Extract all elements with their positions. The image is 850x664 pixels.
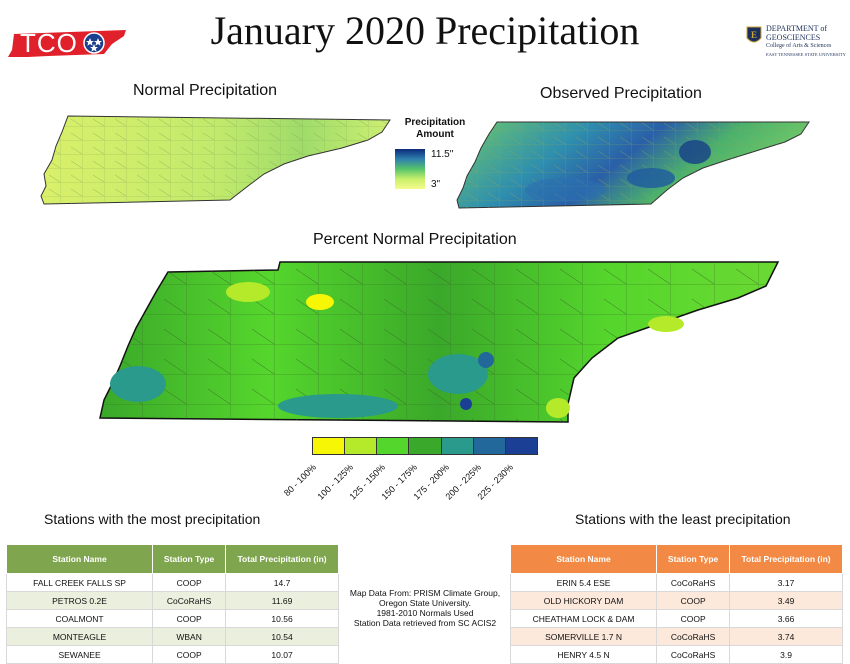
observed-map-title: Observed Precipitation <box>540 85 702 102</box>
source-line: 1981-2010 Normals Used <box>376 608 474 618</box>
logo-dept-line: DEPARTMENT of <box>766 24 828 33</box>
most-precip-heading: Stations with the most precipitation <box>44 511 261 527</box>
percent-legend <box>312 437 538 455</box>
tco-logo-text: TCO <box>20 28 78 58</box>
percent-class-3-swatch <box>377 438 410 454</box>
station-type-cell: CoCoRaHS <box>656 627 731 646</box>
total-precip-cell: 10.54 <box>225 627 339 646</box>
least-precip-heading: Stations with the least precipitation <box>575 511 791 527</box>
amount-legend: Precipitation Amount 11.5" 3" <box>395 117 475 197</box>
table-row: CHEATHAM LOCK & DAM COOP 3.66 <box>509 609 843 628</box>
table-header-row: Station Name Station Type Total Precipit… <box>5 544 339 574</box>
percent-class-1-swatch <box>313 438 346 454</box>
table-row: MONTEAGLE WBAN 10.54 <box>5 627 339 646</box>
col-station-name: Station Name <box>509 544 658 574</box>
station-name-cell: HENRY 4.5 N <box>509 645 658 664</box>
most-precip-table: Station Name Station Type Total Precipit… <box>5 544 339 664</box>
station-type-cell: WBAN <box>152 627 227 646</box>
normal-map-title: Normal Precipitation <box>133 82 278 99</box>
etsu-geosciences-logo: E DEPARTMENT of GEOSCIENCES College of A… <box>746 24 846 62</box>
percent-normal-map <box>99 261 780 423</box>
col-station-type: Station Type <box>152 544 227 574</box>
table-row: COALMONT COOP 10.56 <box>5 609 339 628</box>
total-precip-cell: 3.66 <box>729 609 843 628</box>
col-total-precip: Total Precipitation (in) <box>225 544 339 574</box>
station-name-cell: OLD HICKORY DAM <box>509 591 658 610</box>
total-precip-cell: 3.74 <box>729 627 843 646</box>
station-name-cell: ERIN 5.4 ESE <box>509 573 658 592</box>
total-precip-cell: 11.69 <box>225 591 339 610</box>
station-name-cell: SEWANEE <box>5 645 154 664</box>
tco-logo: TCO <box>8 26 128 58</box>
col-station-type: Station Type <box>656 544 731 574</box>
table-row: SEWANEE COOP 10.07 <box>5 645 339 664</box>
station-name-cell: SOMERVILLE 1.7 N <box>509 627 658 646</box>
station-name-cell: COALMONT <box>5 609 154 628</box>
percent-class-5-swatch <box>441 438 474 454</box>
logo-college-line: College of Arts & Sciences <box>766 43 832 49</box>
tennessee-shape-icon <box>8 30 126 57</box>
total-precip-cell: 3.9 <box>729 645 843 664</box>
col-station-name: Station Name <box>5 544 154 574</box>
station-name-cell: FALL CREEK FALLS SP <box>5 573 154 592</box>
total-precip-cell: 14.7 <box>225 573 339 592</box>
amount-legend-gradient <box>395 149 425 189</box>
station-type-cell: CoCoRaHS <box>656 573 731 592</box>
table-row: PETROS 0.2E CoCoRaHS 11.69 <box>5 591 339 610</box>
station-type-cell: COOP <box>152 609 227 628</box>
source-line: Map Data From: PRISM Climate Group, <box>349 588 501 598</box>
percent-map-title: Percent Normal Precipitation <box>313 231 517 248</box>
station-type-cell: CoCoRaHS <box>656 645 731 664</box>
normal-precip-map <box>40 115 391 205</box>
percent-class-1-label: 80 - 100% <box>282 462 319 499</box>
percent-class-7-swatch <box>505 438 537 454</box>
total-precip-cell: 3.17 <box>729 573 843 592</box>
table-row: SOMERVILLE 1.7 N CoCoRaHS 3.74 <box>509 627 843 646</box>
observed-precip-map <box>456 121 810 209</box>
percent-class-4-swatch <box>409 438 442 454</box>
total-precip-cell: 10.07 <box>225 645 339 664</box>
col-total-precip: Total Precipitation (in) <box>729 544 843 574</box>
station-name-cell: MONTEAGLE <box>5 627 154 646</box>
station-type-cell: CoCoRaHS <box>152 591 227 610</box>
table-header-row: Station Name Station Type Total Precipit… <box>509 544 843 574</box>
table-row: ERIN 5.4 ESE CoCoRaHS 3.17 <box>509 573 843 592</box>
source-line: Station Data retrieved from SC ACIS2 <box>353 618 497 628</box>
amount-legend-max: 11.5" <box>431 149 454 160</box>
logo-university-line: EAST TENNESSEE STATE UNIVERSITY <box>766 52 846 57</box>
station-type-cell: COOP <box>152 645 227 664</box>
table-row: FALL CREEK FALLS SP COOP 14.7 <box>5 573 339 592</box>
logo-geo-line: GEOSCIENCES <box>766 33 821 42</box>
table-row: HENRY 4.5 N CoCoRaHS 3.9 <box>509 645 843 664</box>
total-precip-cell: 3.49 <box>729 591 843 610</box>
amount-legend-min: 3" <box>431 179 441 190</box>
source-note: Map Data From: PRISM Climate Group, Oreg… <box>340 588 510 628</box>
table-row: OLD HICKORY DAM COOP 3.49 <box>509 591 843 610</box>
least-precip-table: Station Name Station Type Total Precipit… <box>509 544 843 664</box>
station-type-cell: COOP <box>656 591 731 610</box>
page-title: January 2020 Precipitation <box>210 8 640 53</box>
station-name-cell: PETROS 0.2E <box>5 591 154 610</box>
percent-class-2-swatch <box>345 438 378 454</box>
station-type-cell: COOP <box>152 573 227 592</box>
university-shield-icon: E <box>746 26 762 43</box>
amount-legend-title-2: Amount <box>416 129 454 140</box>
svg-text:E: E <box>751 30 757 40</box>
source-line: Oregon State University. <box>379 598 471 608</box>
percent-class-6-swatch <box>473 438 506 454</box>
total-precip-cell: 10.56 <box>225 609 339 628</box>
amount-legend-title-1: Precipitation <box>404 117 466 128</box>
station-type-cell: COOP <box>656 609 731 628</box>
station-name-cell: CHEATHAM LOCK & DAM <box>509 609 658 628</box>
